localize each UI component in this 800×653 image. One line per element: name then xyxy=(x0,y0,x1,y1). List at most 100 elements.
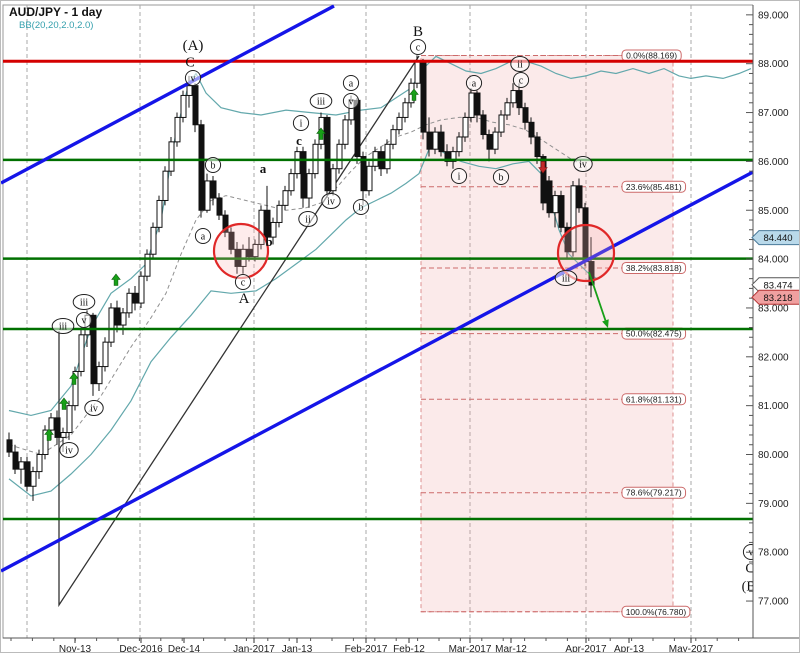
candle-body[interactable] xyxy=(42,429,49,456)
candle-body[interactable] xyxy=(48,417,55,431)
x-axis-label[interactable]: Dec-2016 xyxy=(119,644,163,653)
candle-body[interactable] xyxy=(258,209,265,245)
y-axis-strip[interactable] xyxy=(753,1,800,653)
candle-body[interactable] xyxy=(276,204,283,223)
candle-body[interactable] xyxy=(426,131,433,150)
candle-body[interactable] xyxy=(60,432,67,438)
candle-body[interactable] xyxy=(516,90,523,109)
wave-label[interactable]: b xyxy=(499,173,504,184)
candle-body[interactable] xyxy=(570,185,577,253)
highlight-circle[interactable] xyxy=(212,222,270,280)
x-axis-label[interactable]: Jan-2017 xyxy=(233,644,275,653)
candle-body[interactable] xyxy=(492,131,499,150)
wave-label[interactable]: iv xyxy=(90,404,98,415)
wave-label[interactable]: b xyxy=(359,203,364,214)
candle-body[interactable] xyxy=(270,221,277,238)
candle-body[interactable] xyxy=(414,60,421,84)
candle-body[interactable] xyxy=(564,226,571,253)
candle-body[interactable] xyxy=(192,85,199,126)
candle-body[interactable] xyxy=(174,116,181,143)
wave-label[interactable]: v xyxy=(749,548,754,559)
candle-body[interactable] xyxy=(282,190,289,206)
wave-label[interactable]: c xyxy=(296,133,302,148)
candle-body[interactable] xyxy=(198,124,205,211)
candle-body[interactable] xyxy=(558,195,565,228)
candle-body[interactable] xyxy=(126,292,133,314)
candle-body[interactable] xyxy=(468,92,475,118)
candle-body[interactable] xyxy=(66,405,73,434)
candle-body[interactable] xyxy=(18,461,25,470)
x-axis-label[interactable]: Nov-13 xyxy=(59,644,92,653)
candle-body[interactable] xyxy=(366,165,373,192)
candle-body[interactable] xyxy=(96,366,103,385)
candle-body[interactable] xyxy=(132,292,139,304)
candle-body[interactable] xyxy=(330,168,337,192)
candle-body[interactable] xyxy=(354,99,361,158)
candle-body[interactable] xyxy=(510,90,517,104)
wave-label[interactable]: iv xyxy=(65,446,73,457)
candle-body[interactable] xyxy=(102,341,109,368)
candle-body[interactable] xyxy=(306,173,313,199)
candle-body[interactable] xyxy=(390,129,397,145)
x-axis-label[interactable]: Dec-14 xyxy=(168,644,201,653)
candle-body[interactable] xyxy=(138,275,145,304)
wave-label[interactable]: b xyxy=(265,234,272,249)
candle-body[interactable] xyxy=(384,143,391,170)
x-axis-label[interactable]: May-2017 xyxy=(669,644,714,653)
candle-body[interactable] xyxy=(534,136,541,158)
candle-body[interactable] xyxy=(120,312,127,326)
candle-body[interactable] xyxy=(144,253,151,277)
candle-body[interactable] xyxy=(294,151,301,175)
candle-body[interactable] xyxy=(36,454,43,473)
plot-area[interactable] xyxy=(2,4,754,639)
candle-body[interactable] xyxy=(450,151,457,162)
blue-channel-line[interactable] xyxy=(1,4,335,185)
candle-body[interactable] xyxy=(540,156,547,204)
wave-label[interactable]: a xyxy=(472,79,477,90)
candle-body[interactable] xyxy=(324,116,331,192)
highlight-circle[interactable] xyxy=(556,223,616,283)
candle-body[interactable] xyxy=(222,214,229,233)
candle-body[interactable] xyxy=(114,307,121,326)
candle-body[interactable] xyxy=(108,307,115,343)
indicator-label[interactable]: BB(20,20,2.0,2.0) xyxy=(19,20,94,31)
wave-label[interactable]: c xyxy=(519,76,524,87)
wave-label[interactable]: iii xyxy=(80,298,89,309)
candle-body[interactable] xyxy=(24,461,31,487)
wave-label[interactable]: i xyxy=(458,172,461,183)
wave-label[interactable]: A xyxy=(239,291,250,307)
candle-body[interactable] xyxy=(162,170,169,201)
candle-body[interactable] xyxy=(480,114,487,136)
candle-body[interactable] xyxy=(156,199,163,228)
candle-body[interactable] xyxy=(432,131,439,150)
candle-body[interactable] xyxy=(438,131,445,153)
candle-body[interactable] xyxy=(360,156,367,192)
candle-body[interactable] xyxy=(504,102,511,116)
wave-label[interactable]: iii xyxy=(562,274,571,285)
candle-body[interactable] xyxy=(402,102,409,118)
wave-label[interactable]: c xyxy=(416,43,421,54)
x-axis-label[interactable]: Mar-2017 xyxy=(449,644,492,653)
x-axis-label[interactable]: Feb-2017 xyxy=(345,644,388,653)
wave-label[interactable]: v xyxy=(191,74,196,85)
candle-body[interactable] xyxy=(498,114,505,133)
candle-body[interactable] xyxy=(444,151,451,162)
wave-label[interactable]: C xyxy=(745,562,754,577)
candle-body[interactable] xyxy=(342,119,349,145)
candle-body[interactable] xyxy=(228,231,235,250)
candle-body[interactable] xyxy=(168,141,175,172)
x-axis-label[interactable]: Apr-13 xyxy=(614,644,644,653)
candle-body[interactable] xyxy=(528,121,535,138)
candle-body[interactable] xyxy=(288,173,295,192)
wave-label[interactable]: B xyxy=(413,24,423,40)
wave-label[interactable]: C xyxy=(185,56,194,71)
candle-body[interactable] xyxy=(12,451,19,470)
wave-label[interactable]: iv xyxy=(327,197,335,208)
candle-body[interactable] xyxy=(486,134,493,150)
wave-label[interactable]: c xyxy=(241,278,246,289)
candle-body[interactable] xyxy=(396,116,403,131)
candle-body[interactable] xyxy=(204,180,211,211)
wave-label[interactable]: iii xyxy=(317,97,326,108)
wave-label[interactable]: a xyxy=(349,79,354,90)
